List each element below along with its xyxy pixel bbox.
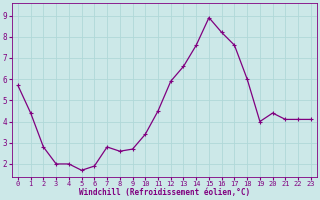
X-axis label: Windchill (Refroidissement éolien,°C): Windchill (Refroidissement éolien,°C) <box>79 188 250 197</box>
